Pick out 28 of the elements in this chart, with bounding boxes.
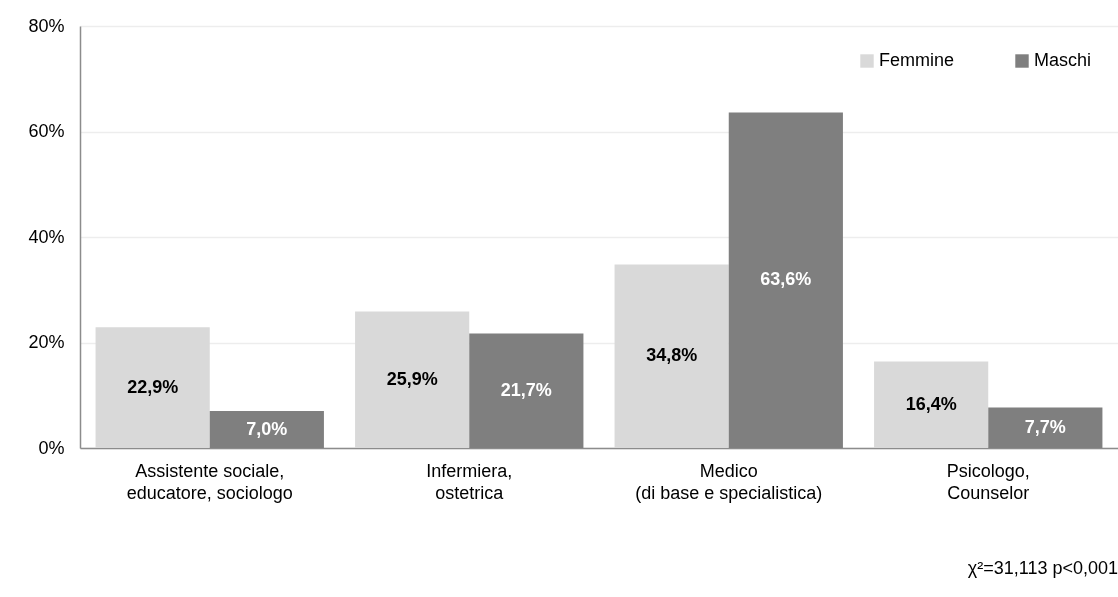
data-label: 21,7%	[500, 379, 552, 400]
data-label: 7,7%	[1024, 416, 1066, 437]
data-label: 25,9%	[386, 368, 438, 389]
bar	[874, 361, 989, 448]
x-tick-label: Psicologo, Counselor	[946, 460, 1030, 503]
y-tick-label: 60%	[28, 121, 65, 141]
bar	[614, 264, 729, 448]
legend-label: Femmine	[879, 50, 955, 70]
bar	[95, 327, 210, 448]
bar	[988, 407, 1103, 448]
data-label: 16,4%	[905, 393, 957, 414]
data-label: 22,9%	[127, 376, 179, 397]
x-tick-label: Infermiera, ostetrica	[426, 460, 513, 503]
data-label: 34,8%	[646, 345, 698, 366]
bar	[355, 311, 470, 448]
y-tick-label: 0%	[38, 437, 65, 458]
data-label: 7,0%	[246, 418, 288, 439]
y-tick-label: 40%	[28, 226, 65, 247]
x-tick-label: Medico (di base e specialistica)	[635, 460, 823, 503]
data-label: 63,6%	[760, 269, 812, 290]
bar	[728, 112, 843, 448]
x-tick-label: Assistente sociale, educatore, sociologo	[126, 460, 293, 503]
y-tick-label: 80%	[28, 15, 65, 36]
bar	[469, 333, 584, 448]
legend-label: Maschi	[1034, 50, 1092, 70]
text: χ²=31,113 p<0,001	[967, 558, 1118, 578]
bar	[209, 411, 324, 448]
y-tick-label: 20%	[28, 332, 65, 352]
